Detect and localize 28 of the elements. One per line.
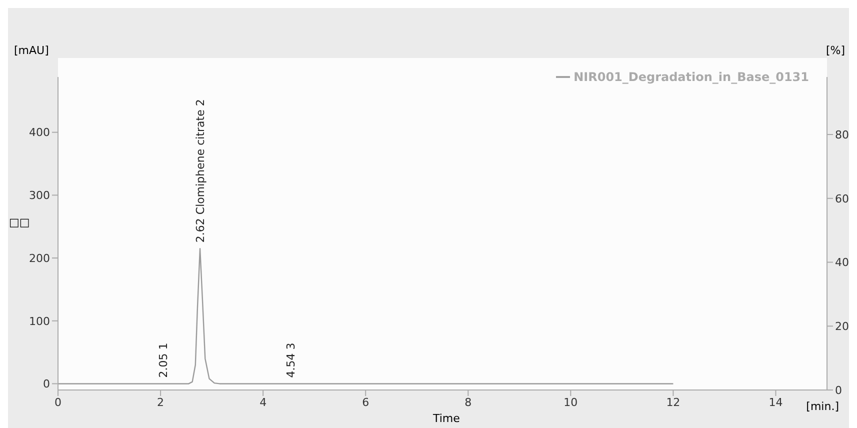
x-tick-label: 14 — [768, 396, 783, 409]
legend-label: NIR001_Degradation_in_Base_0131 — [574, 70, 809, 84]
x-axis-title: Time — [433, 412, 460, 425]
y-tick-label: 100 — [29, 314, 50, 328]
x-tick-label: 6 — [362, 396, 370, 409]
y-axis-title: [mAU] — [14, 44, 49, 57]
x-tick-label: 10 — [564, 396, 578, 409]
y2-tick-label: 0 — [835, 384, 842, 397]
x-tick-label: 8 — [464, 396, 472, 409]
x-tick-label: 2 — [157, 396, 164, 409]
line-series — [58, 248, 674, 384]
x-tick-label: 4 — [260, 396, 267, 409]
annotation: 2.05 1 — [156, 342, 170, 378]
x-tick-label: 0 — [54, 396, 62, 409]
x-tick-label: 12 — [666, 396, 680, 409]
y-tick-label: 300 — [29, 189, 50, 202]
y-tick-label: 200 — [29, 252, 50, 265]
annotation: 4.54 3 — [284, 342, 298, 378]
text: [min.] — [806, 400, 839, 413]
y2-tick-label: 20 — [835, 320, 849, 334]
y-tick-label: 0 — [43, 378, 50, 391]
text: □□ — [9, 216, 30, 229]
y2-axis-title: [%] — [826, 44, 845, 57]
annotation: 2.62 Clomiphene citrate 2 — [194, 99, 207, 243]
y2-tick-label: 60 — [835, 192, 849, 206]
y-tick-label: 400 — [29, 126, 50, 140]
y2-tick-label: 40 — [835, 256, 849, 270]
y2-tick-label: 80 — [835, 128, 849, 142]
